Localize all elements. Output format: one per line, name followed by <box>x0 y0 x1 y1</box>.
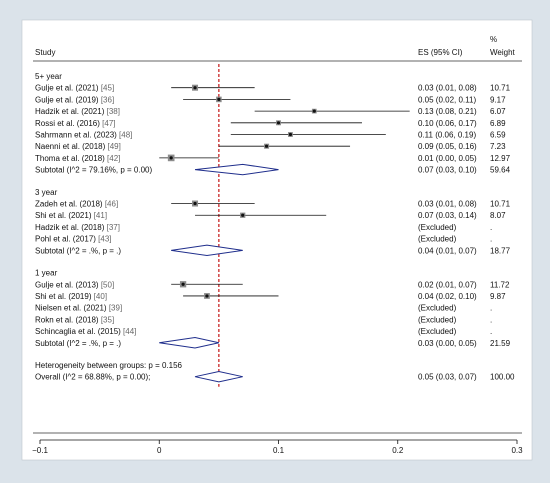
study-es-0-5: 0.09 (0.05, 0.16) <box>418 142 477 151</box>
study-weight-0-2: 6.07 <box>490 107 506 116</box>
point-estimate-0-0 <box>193 86 197 90</box>
header-study: Study <box>35 48 55 57</box>
study-label-2-2: Nielsen et al. (2021) [39] <box>35 304 122 313</box>
overall-diamond <box>194 370 243 383</box>
study-es-2-3: (Excluded) <box>418 315 457 324</box>
point-estimate-2-1 <box>205 294 209 298</box>
study-weight-0-0: 10.71 <box>490 84 511 93</box>
overall-weight: 100.00 <box>490 373 515 382</box>
study-es-0-4: 0.11 (0.06, 0.19) <box>418 131 476 140</box>
subtotal-weight-0: 59.64 <box>490 166 511 175</box>
subtotal-diamond-0 <box>194 163 279 176</box>
study-weight-1-2: . <box>490 223 492 232</box>
subtotal-label-1: Subtotal (I^2 = .%, p = .) <box>35 246 121 255</box>
study-es-1-2: (Excluded) <box>418 223 457 232</box>
study-weight-0-6: 12.97 <box>490 154 511 163</box>
study-es-2-1: 0.04 (0.02, 0.10) <box>418 292 477 301</box>
overall-es: 0.05 (0.03, 0.07) <box>418 373 477 382</box>
point-estimate-0-3 <box>276 121 281 125</box>
study-label-1-1: Shi et al. (2021) [41] <box>35 211 107 220</box>
x-tick-label-2: 0.1 <box>273 446 285 455</box>
subtotal-label-2: Subtotal (I^2 = .%, p = .) <box>35 339 121 348</box>
study-es-0-6: 0.01 (0.00, 0.05) <box>418 154 477 163</box>
overall-label: Overall (I^2 = 68.88%, p = 0.00); <box>35 373 150 382</box>
study-label-1-2: Hadzik et al. (2018) [37] <box>35 223 120 232</box>
study-label-2-3: Rokn et al. (2018) [35] <box>35 315 114 324</box>
study-es-0-0: 0.03 (0.01, 0.08) <box>418 84 477 93</box>
x-tick-label-3: 0.2 <box>392 446 404 455</box>
study-label-0-4: Sahrmann et al. (2023) [48] <box>35 131 132 140</box>
heterogeneity-text: Heterogeneity between groups: p = 0.156 <box>35 361 183 370</box>
study-weight-2-1: 9.87 <box>490 292 506 301</box>
study-es-2-4: (Excluded) <box>418 327 457 336</box>
study-label-0-2: Hadzik et al. (2021) [38] <box>35 107 120 116</box>
study-es-2-0: 0.02 (0.01, 0.07) <box>418 280 477 289</box>
group-label-1: 3 year <box>35 188 58 197</box>
study-weight-2-3: . <box>490 315 492 324</box>
study-label-2-4: Schincaglia et al. (2015) [44] <box>35 327 136 336</box>
study-weight-2-0: 11.72 <box>490 280 510 289</box>
study-label-2-0: Gulje et al. (2013) [50] <box>35 280 114 289</box>
subtotal-diamond-1 <box>171 244 243 257</box>
subtotal-es-0: 0.07 (0.03, 0.10) <box>418 166 477 175</box>
subtotal-weight-1: 18.77 <box>490 246 511 255</box>
study-weight-0-5: 7.23 <box>490 142 506 151</box>
group-label-0: 5+ year <box>35 72 62 81</box>
x-tick-label-0: −0.1 <box>32 446 48 455</box>
study-es-0-3: 0.10 (0.06, 0.17) <box>418 119 477 128</box>
header-es: ES (95% CI) <box>418 48 463 57</box>
study-label-1-3: Pohl et al. (2017) [43] <box>35 235 112 244</box>
header-weight: Weight <box>490 48 516 57</box>
point-estimate-2-0 <box>181 282 185 286</box>
study-es-1-0: 0.03 (0.01, 0.08) <box>418 200 477 209</box>
point-estimate-1-0 <box>193 201 197 206</box>
header-weight-pct: % <box>490 35 497 44</box>
point-estimate-0-1 <box>217 97 221 101</box>
subtotal-weight-2: 21.59 <box>490 339 511 348</box>
study-es-1-3: (Excluded) <box>418 235 457 244</box>
plot-area <box>21 19 533 461</box>
study-es-2-2: (Excluded) <box>418 304 457 313</box>
study-weight-2-2: . <box>490 304 492 313</box>
study-weight-1-0: 10.71 <box>490 200 511 209</box>
study-es-1-1: 0.07 (0.03, 0.14) <box>418 211 477 220</box>
study-weight-0-3: 6.89 <box>490 119 506 128</box>
study-weight-1-3: . <box>490 235 492 244</box>
point-estimate-0-5 <box>264 144 269 148</box>
study-weight-2-4: . <box>490 327 492 336</box>
x-tick-label-1: 0 <box>157 446 162 455</box>
subtotal-es-1: 0.04 (0.01, 0.07) <box>418 246 477 255</box>
study-label-0-6: Thoma et al. (2018) [42] <box>35 154 120 163</box>
point-estimate-1-1 <box>241 213 245 217</box>
study-label-2-1: Shi et al. (2019) [40] <box>35 292 107 301</box>
study-label-0-5: Naenni et al. (2018) [49] <box>35 142 121 151</box>
study-weight-0-1: 9.17 <box>490 95 506 104</box>
study-es-0-1: 0.05 (0.02, 0.11) <box>418 95 476 104</box>
x-tick-label-4: 0.3 <box>511 446 523 455</box>
study-label-0-3: Rossi et al. (2016) [47] <box>35 119 116 128</box>
study-label-0-0: Gulje et al. (2021) [45] <box>35 84 114 93</box>
point-estimate-0-6 <box>169 156 173 160</box>
point-estimate-0-2 <box>312 109 316 113</box>
subtotal-label-0: Subtotal (I^2 = 79.16%, p = 0.00) <box>35 166 153 175</box>
study-label-1-0: Zadeh et al. (2018) [46] <box>35 200 118 209</box>
study-weight-1-1: 8.07 <box>490 211 506 220</box>
subtotal-es-2: 0.03 (0.00, 0.05) <box>418 339 477 348</box>
study-label-0-1: Gulje et al. (2019) [36] <box>35 95 114 104</box>
study-weight-0-4: 6.59 <box>490 131 506 140</box>
point-estimate-0-4 <box>288 132 293 137</box>
study-es-0-2: 0.13 (0.08, 0.21) <box>418 107 477 116</box>
group-label-2: 1 year <box>35 269 58 278</box>
subtotal-diamond-2 <box>159 337 219 349</box>
